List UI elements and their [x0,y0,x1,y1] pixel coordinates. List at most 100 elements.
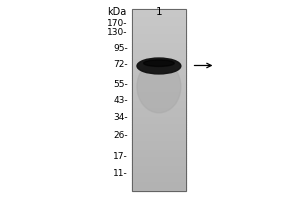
Bar [132,71,186,73]
Bar [132,144,186,145]
Bar [132,182,186,183]
Bar [132,138,186,140]
Text: kDa: kDa [107,7,126,17]
Bar [132,96,186,98]
Bar [132,29,186,31]
Bar [132,60,186,62]
Bar [132,35,186,36]
Bar [132,111,186,113]
Bar [132,40,186,42]
Bar [132,180,186,182]
Bar [132,11,186,13]
Ellipse shape [144,60,174,66]
Bar [132,156,186,158]
Bar [132,46,186,47]
Bar [132,73,186,75]
Bar [132,67,186,69]
Bar [132,31,186,33]
Bar [132,89,186,91]
Bar [132,9,186,11]
Bar [132,105,186,107]
Bar [132,22,186,24]
Bar [132,58,186,60]
Bar [132,154,186,156]
Bar [132,118,186,120]
Bar [132,95,186,96]
Bar [132,187,186,189]
Bar [132,24,186,26]
Bar [132,76,186,78]
Bar [132,124,186,125]
Bar [132,116,186,118]
Bar [132,38,186,40]
Bar [132,100,186,102]
Bar [132,55,186,56]
Bar [132,33,186,35]
Bar [132,13,186,15]
Bar [132,147,186,149]
Bar [132,62,186,64]
Bar [132,9,186,191]
Bar [132,78,186,80]
Bar [132,176,186,178]
Bar [132,151,186,153]
Text: 11-: 11- [113,169,128,178]
Ellipse shape [137,60,181,113]
Bar [132,82,186,84]
Bar [132,164,186,165]
Bar [132,185,186,187]
Bar [132,125,186,127]
Bar [132,140,186,142]
Bar [132,131,186,133]
Bar [132,171,186,173]
Text: 170-: 170- [107,19,128,28]
Bar [132,18,186,20]
Bar [132,189,186,191]
Ellipse shape [137,58,181,74]
Bar [132,85,186,87]
Bar [132,127,186,129]
Bar [132,17,186,18]
Bar [132,122,186,124]
Text: 1: 1 [156,7,162,17]
Bar [132,107,186,109]
Text: 55-: 55- [113,80,128,89]
Bar [132,66,186,67]
Bar [132,49,186,51]
Bar [132,69,186,71]
Bar [132,27,186,29]
Bar [132,56,186,58]
Bar [132,26,186,27]
Bar [132,178,186,180]
Bar [132,158,186,160]
Text: 43-: 43- [113,96,128,105]
Bar [132,102,186,104]
Text: 95-: 95- [113,44,128,53]
Bar [132,165,186,167]
Bar [132,115,186,116]
Bar [132,174,186,176]
Bar [132,173,186,174]
Bar [132,51,186,53]
Bar [132,183,186,185]
Bar [132,104,186,105]
Bar [132,149,186,151]
Bar [132,87,186,89]
Text: 17-: 17- [113,152,128,161]
Bar [132,15,186,17]
Text: 26-: 26- [113,131,128,140]
Text: 34-: 34- [113,113,128,122]
Bar [132,47,186,49]
Bar [132,98,186,100]
Bar [132,93,186,95]
Bar [132,20,186,22]
Bar [132,80,186,82]
Bar [132,134,186,136]
Bar [132,142,186,144]
Bar [132,129,186,131]
Bar [132,167,186,169]
Bar [132,169,186,171]
Bar [132,91,186,93]
Bar [132,153,186,154]
Bar [132,64,186,66]
